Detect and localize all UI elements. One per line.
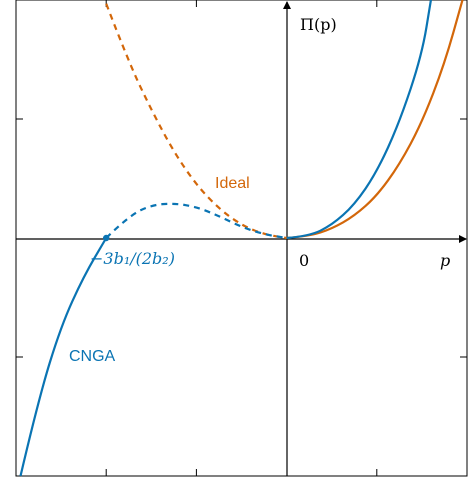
- cnga-series-label: CNGA: [69, 348, 116, 365]
- root-point-marker: [103, 234, 110, 242]
- origin-label: 0: [299, 251, 309, 270]
- ideal-series-label: Ideal: [215, 175, 250, 192]
- series-curves: [19, 0, 464, 477]
- x-axis-label: p: [440, 251, 450, 270]
- y-axis-label: Π(p): [300, 15, 337, 34]
- cnga-curve-dashed: [105, 202, 287, 240]
- tick-marks: [16, 0, 468, 476]
- ideal-curve-solid: [286, 0, 464, 240]
- cnga-curve-solid-left: [19, 237, 108, 477]
- plot-frame: [15, 0, 468, 477]
- ideal-curve-dashed: [105, 3, 287, 240]
- root-label: −3b₁/(2b₂): [90, 249, 175, 268]
- cnga-curve-solid-right: [286, 0, 433, 240]
